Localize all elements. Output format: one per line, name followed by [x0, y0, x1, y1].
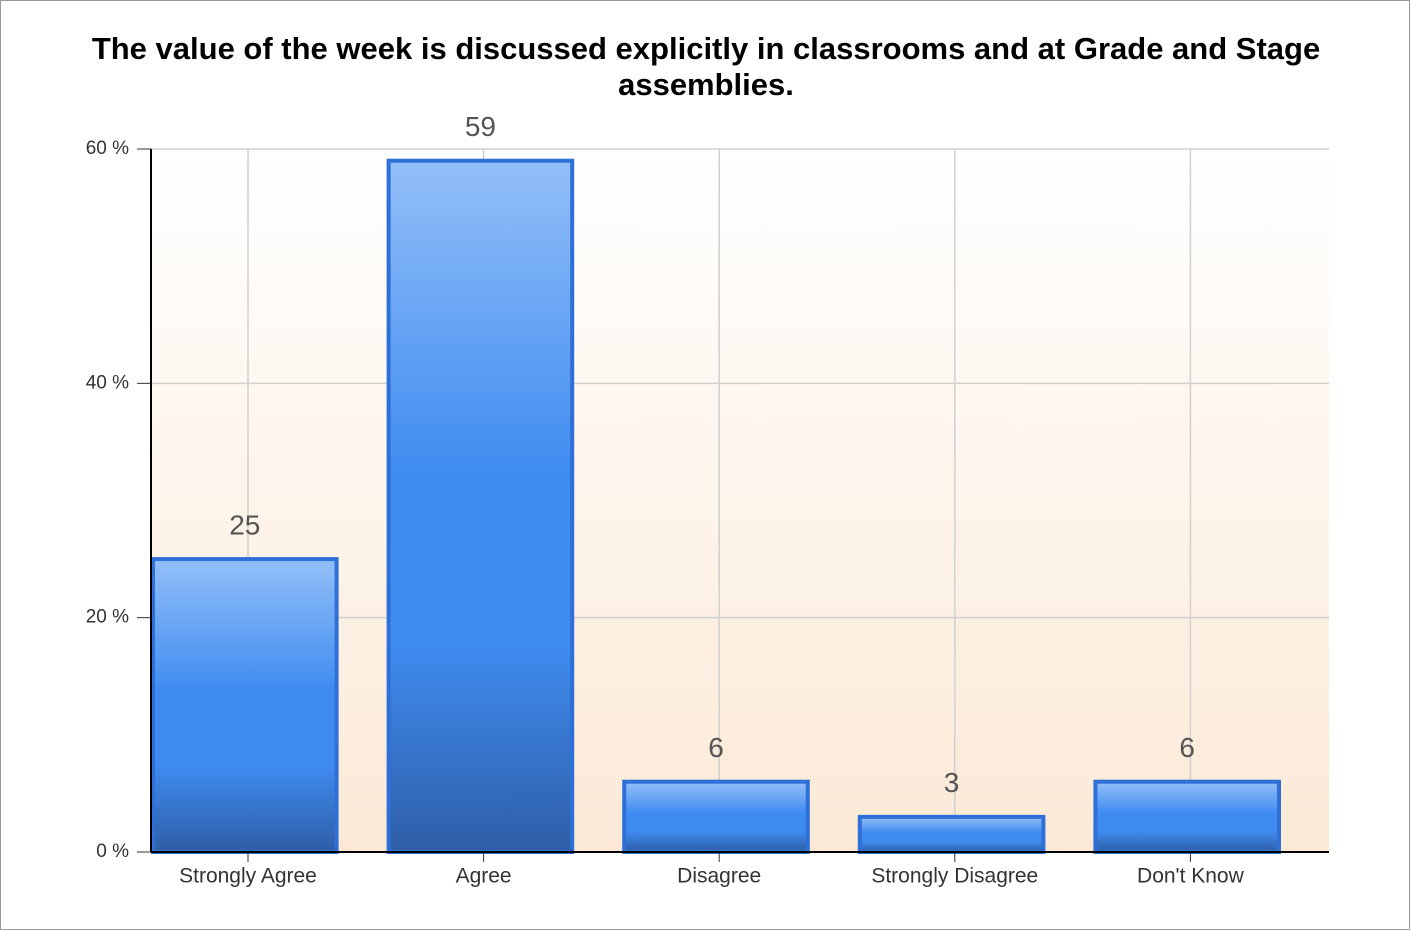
x-tick-label: Agree [456, 865, 512, 888]
bar [386, 158, 575, 854]
x-tick-label: Strongly Agree [179, 865, 317, 888]
plot-background [151, 149, 1329, 852]
y-tick-label: 60 % [86, 138, 129, 159]
x-tick-label: Don't Know [1137, 865, 1245, 888]
bar [151, 557, 339, 854]
value-label: 6 [1179, 732, 1195, 763]
y-tick-label: 0 % [96, 841, 129, 862]
chart-title: The value of the week is discussed expli… [91, 31, 1321, 102]
value-label: 25 [229, 509, 260, 540]
x-tick-label: Strongly Disagree [871, 865, 1038, 888]
bar [1093, 779, 1282, 855]
y-tick-label: 20 % [86, 607, 129, 628]
value-label: 3 [944, 767, 960, 798]
y-tick-label: 40 % [86, 372, 129, 393]
value-label: 6 [708, 732, 724, 763]
bar [622, 779, 810, 855]
x-tick-label: Disagree [677, 865, 761, 888]
value-label: 59 [465, 111, 496, 142]
bar [857, 814, 1046, 854]
